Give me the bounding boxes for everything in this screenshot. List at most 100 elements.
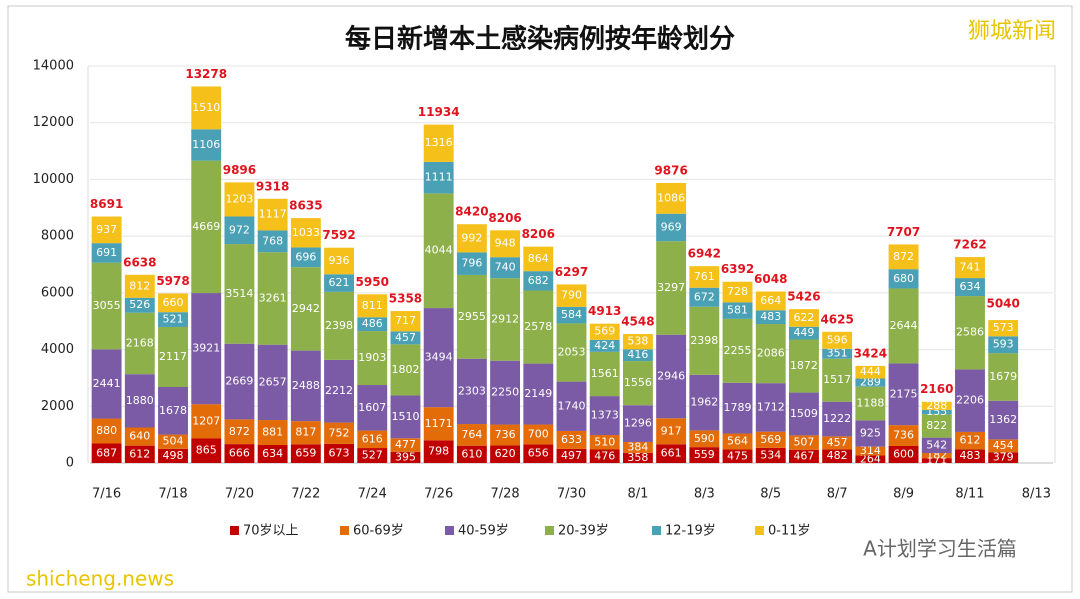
total-label: 6297 <box>555 265 588 279</box>
bar-segment <box>789 392 819 436</box>
data-label: 467 <box>793 449 814 462</box>
bar-segment <box>324 422 354 444</box>
data-label: 633 <box>561 433 582 446</box>
data-label: 498 <box>163 449 184 462</box>
bar-segment <box>888 363 919 426</box>
bar-segment <box>589 449 620 463</box>
bar-segment <box>191 129 222 161</box>
bar-segment <box>822 449 853 463</box>
data-label: 289 <box>860 376 881 389</box>
bar-segment <box>689 266 720 288</box>
bar-segment <box>789 309 819 327</box>
bar-segment <box>589 351 620 397</box>
data-label: 622 <box>793 311 814 324</box>
data-label: 822 <box>926 419 947 432</box>
data-label: 880 <box>96 424 117 437</box>
data-label: 3261 <box>259 291 287 304</box>
chart-title: 每日新增本土感染病例按年龄划分 <box>345 24 735 55</box>
data-label: 584 <box>561 308 582 321</box>
bar-segment <box>556 323 587 382</box>
data-label: 864 <box>528 252 549 265</box>
data-label: 449 <box>793 326 814 339</box>
bar-segment <box>290 444 321 463</box>
x-tick-label: 7/18 <box>158 487 187 502</box>
bar-segment <box>224 182 255 217</box>
total-label: 4625 <box>820 312 853 326</box>
data-label: 2912 <box>491 312 519 325</box>
data-label: 1679 <box>989 370 1017 383</box>
data-label: 2488 <box>292 379 320 392</box>
data-label: 717 <box>395 314 416 327</box>
data-label: 424 <box>594 339 615 352</box>
data-label: 664 <box>760 294 781 307</box>
bar-segment <box>257 252 288 345</box>
total-label: 5426 <box>787 290 820 304</box>
bar-segment <box>357 331 388 386</box>
bar-segment <box>755 324 786 384</box>
data-label: 948 <box>495 237 516 250</box>
x-tick-label: 7/30 <box>557 487 586 502</box>
bar-segment <box>324 274 354 292</box>
bar-segment <box>855 365 886 379</box>
total-label: 2160 <box>920 382 953 396</box>
data-label: 2053 <box>558 346 586 359</box>
bar-segment <box>622 441 653 453</box>
data-label: 659 <box>295 447 316 460</box>
data-label: 454 <box>993 439 1014 452</box>
data-label: 1903 <box>358 351 386 364</box>
bar-segment <box>822 348 853 359</box>
bar-segment <box>423 308 454 408</box>
bar-segment <box>158 387 188 435</box>
data-label: 634 <box>959 280 980 293</box>
bar-segment <box>423 193 454 309</box>
bar-segment <box>622 452 653 463</box>
data-label: 865 <box>196 444 217 457</box>
data-label: 1086 <box>657 191 685 204</box>
bar-segment <box>490 257 521 279</box>
total-label: 8206 <box>488 211 521 225</box>
legend-label: 40-59岁 <box>458 524 509 539</box>
bar-segment <box>556 430 587 449</box>
data-label: 656 <box>528 447 549 460</box>
bar-segment <box>855 386 886 421</box>
data-label: 2175 <box>890 387 918 400</box>
data-label: 1509 <box>790 407 818 420</box>
data-label: 593 <box>993 338 1014 351</box>
legend-swatch <box>445 526 454 535</box>
data-label: 2955 <box>458 310 486 323</box>
data-label: 534 <box>760 448 781 461</box>
data-label: 314 <box>860 444 881 457</box>
data-label: 3055 <box>93 299 121 312</box>
bar-segment <box>988 400 1019 440</box>
bar-segment <box>324 247 354 275</box>
y-tick-label: 2000 <box>41 399 74 414</box>
bar-segment <box>124 312 155 375</box>
bar-segment <box>755 291 786 311</box>
bar-segment <box>689 447 720 463</box>
data-label: 811 <box>362 299 383 312</box>
bar-segment <box>191 293 222 405</box>
bar-segment <box>523 424 554 445</box>
bar-segment <box>855 378 886 387</box>
bar-segment <box>589 396 620 436</box>
bar-segment <box>722 318 753 383</box>
data-label: 1962 <box>690 396 718 409</box>
data-label: 872 <box>893 250 914 263</box>
legend-swatch <box>545 526 554 535</box>
data-label: 538 <box>627 335 648 348</box>
bar-segment <box>622 349 653 362</box>
x-tick-label: 8/11 <box>955 487 984 502</box>
data-label: 475 <box>727 449 748 462</box>
total-label: 9876 <box>654 163 687 177</box>
data-label: 696 <box>295 250 316 263</box>
bar-segment <box>357 294 388 318</box>
bar-segment <box>224 216 255 245</box>
data-label: 2117 <box>159 350 187 363</box>
data-label: 812 <box>129 279 150 292</box>
bar-segment <box>490 424 521 446</box>
bar-segment <box>955 431 985 450</box>
bar-segment <box>456 252 487 275</box>
data-label: 661 <box>661 447 682 460</box>
data-label: 796 <box>461 257 482 270</box>
